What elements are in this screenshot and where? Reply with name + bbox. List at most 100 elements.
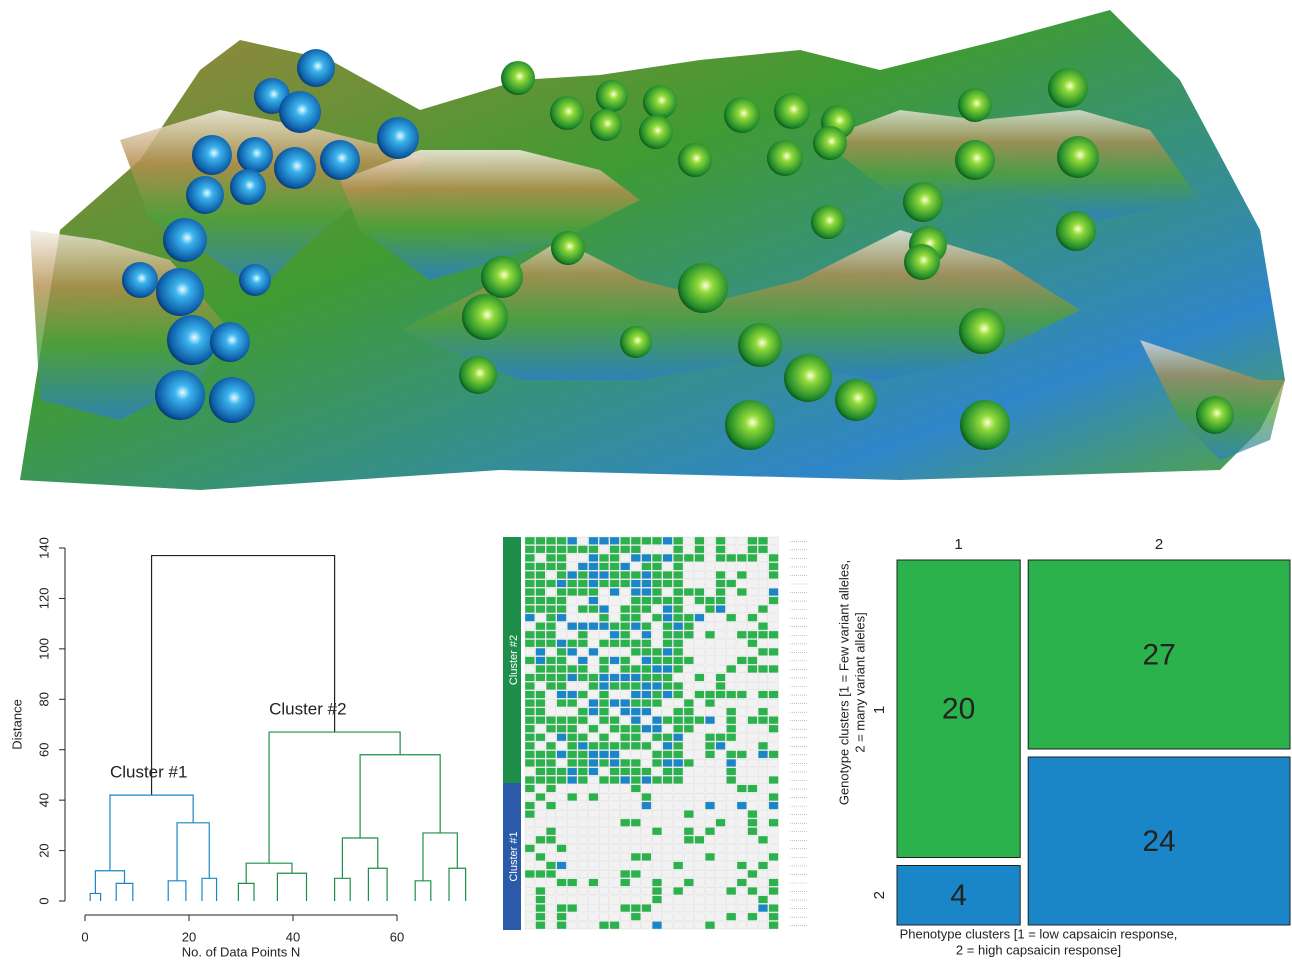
heatmap-cell bbox=[769, 921, 779, 929]
heatmap-cell bbox=[705, 887, 715, 895]
heatmap-cell bbox=[557, 810, 567, 818]
heatmap-cell bbox=[578, 537, 588, 545]
heatmap-cell bbox=[642, 580, 652, 588]
heatmap-cell bbox=[652, 819, 662, 827]
heatmap-cell bbox=[695, 546, 705, 554]
heatmap-cell bbox=[673, 904, 683, 912]
heatmap-cell bbox=[610, 554, 620, 562]
heatmap-cell bbox=[748, 896, 758, 904]
heatmap-cell bbox=[673, 921, 683, 929]
heatmap-cell bbox=[557, 896, 567, 904]
heatmap-cell bbox=[684, 580, 694, 588]
heatmap-cell bbox=[599, 554, 609, 562]
heatmap-cell bbox=[695, 682, 705, 690]
heatmap-cell bbox=[525, 862, 535, 870]
green-sphere bbox=[550, 96, 584, 130]
heatmap-cell bbox=[599, 691, 609, 699]
heatmap-cell bbox=[610, 691, 620, 699]
heatmap-cell bbox=[642, 682, 652, 690]
heatmap-cell bbox=[589, 665, 599, 673]
heatmap-cell bbox=[620, 708, 630, 716]
heatmap-cell bbox=[610, 793, 620, 801]
y-tick-label: 40 bbox=[36, 793, 51, 807]
heatmap-cell bbox=[673, 725, 683, 733]
heatmap-cell bbox=[769, 537, 779, 545]
heatmap-cell bbox=[642, 896, 652, 904]
row-label: 2 bbox=[871, 891, 888, 899]
heatmap-cell bbox=[748, 546, 758, 554]
blue-sphere bbox=[210, 322, 250, 362]
heatmap-cell bbox=[684, 563, 694, 571]
heatmap-cell bbox=[695, 845, 705, 853]
dendrogram-link bbox=[116, 883, 133, 901]
heatmap-cell bbox=[589, 699, 599, 707]
heatmap-cell bbox=[525, 870, 535, 878]
heatmap-cell bbox=[716, 921, 726, 929]
heatmap-cell bbox=[567, 571, 577, 579]
heatmap-cell bbox=[663, 708, 673, 716]
heatmap-cell bbox=[695, 699, 705, 707]
heatmap-cell bbox=[726, 546, 736, 554]
heatmap-cell bbox=[525, 537, 535, 545]
heatmap-cell bbox=[610, 614, 620, 622]
heatmap-cell bbox=[536, 862, 546, 870]
heatmap-cell bbox=[748, 913, 758, 921]
heatmap-cell bbox=[705, 580, 715, 588]
heatmap-cell bbox=[748, 554, 758, 562]
heatmap-cell bbox=[642, 691, 652, 699]
heatmap-cell bbox=[620, 793, 630, 801]
dendrogram-link bbox=[277, 873, 306, 901]
heatmap-cell bbox=[684, 913, 694, 921]
heatmap-cell bbox=[684, 682, 694, 690]
heatmap-cell bbox=[610, 921, 620, 929]
heatmap-cell bbox=[631, 734, 641, 742]
green-sphere bbox=[462, 294, 508, 340]
heatmap-cell bbox=[673, 682, 683, 690]
heatmap-cell bbox=[525, 819, 535, 827]
heatmap-cell bbox=[599, 674, 609, 682]
heatmap-cell bbox=[567, 605, 577, 613]
heatmap-cell bbox=[695, 614, 705, 622]
heatmap-cell bbox=[567, 640, 577, 648]
heatmap-cell bbox=[546, 768, 556, 776]
heatmap-cell bbox=[758, 708, 768, 716]
heatmap-cell bbox=[663, 674, 673, 682]
heatmap-cell bbox=[684, 597, 694, 605]
heatmap-cell bbox=[726, 734, 736, 742]
heatmap-cell bbox=[705, 657, 715, 665]
heatmap-cell bbox=[748, 537, 758, 545]
heatmap-cell bbox=[758, 605, 768, 613]
heatmap-cell bbox=[599, 682, 609, 690]
heatmap-cell bbox=[748, 597, 758, 605]
heatmap-cell bbox=[673, 648, 683, 656]
heatmap-cell bbox=[620, 665, 630, 673]
heatmap-cell bbox=[631, 810, 641, 818]
heatmap-cell bbox=[716, 614, 726, 622]
heatmap-cell bbox=[769, 759, 779, 767]
heatmap-cell bbox=[567, 819, 577, 827]
heatmap-cell bbox=[631, 580, 641, 588]
heatmap-cell bbox=[673, 546, 683, 554]
heatmap-cell bbox=[610, 708, 620, 716]
heatmap-cell bbox=[546, 776, 556, 784]
heatmap-cell bbox=[684, 887, 694, 895]
heatmap-cell bbox=[726, 537, 736, 545]
heatmap-cell bbox=[695, 665, 705, 673]
heatmap-cell bbox=[716, 682, 726, 690]
dendrogram-link bbox=[342, 838, 377, 878]
heatmap-cell bbox=[525, 708, 535, 716]
heatmap-cell bbox=[695, 640, 705, 648]
heatmap-cell bbox=[652, 802, 662, 810]
heatmap-cell bbox=[642, 819, 652, 827]
heatmap-cell bbox=[578, 657, 588, 665]
heatmap-cell bbox=[673, 785, 683, 793]
heatmap-cell bbox=[642, 751, 652, 759]
heatmap-cell bbox=[663, 904, 673, 912]
y-axis-label: Distance bbox=[9, 699, 24, 750]
green-sphere bbox=[955, 140, 995, 180]
heatmap-cell bbox=[769, 810, 779, 818]
heatmap-cell bbox=[557, 759, 567, 767]
heatmap-cell bbox=[737, 622, 747, 630]
heatmap-cell bbox=[684, 537, 694, 545]
heatmap-cell bbox=[610, 913, 620, 921]
